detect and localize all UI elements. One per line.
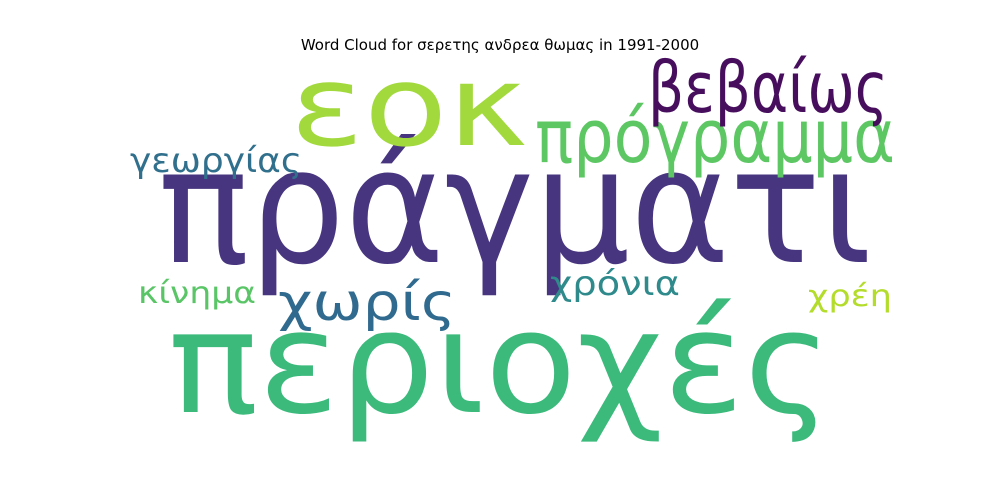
word-6: χωρίς [278,273,456,333]
word-4: πρόγραμμα [535,94,895,180]
word-2: περιοχές [168,281,832,446]
word-5: βεβαίως [648,47,888,129]
word-9: κίνημα [138,276,256,311]
word-10: χρέη [808,279,892,314]
word-3: εοκ [290,42,528,172]
word-8: χρόνια [550,264,680,304]
word-1: πράγματι [158,113,872,300]
chart-title: Word Cloud for σερετης ανδρεα θωμας in 1… [300,36,700,54]
word-7: γεωργίας [130,141,302,181]
